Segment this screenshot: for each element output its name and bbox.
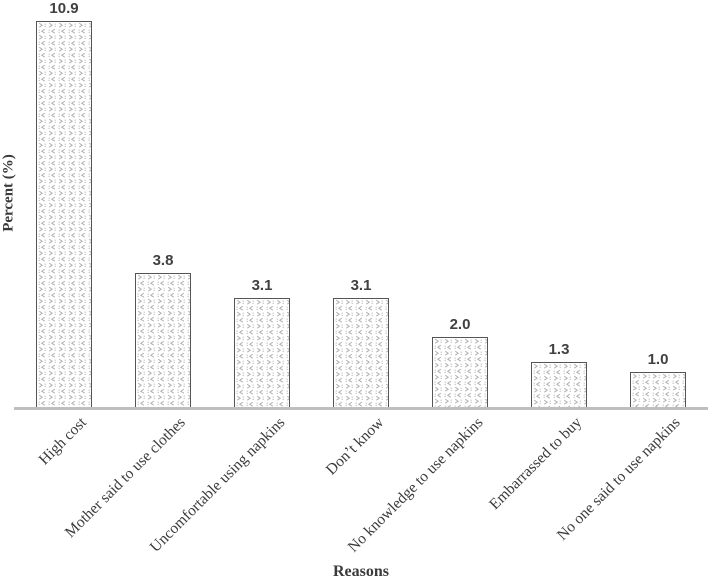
bar-pattern-fill (136, 274, 190, 407)
bar (36, 21, 92, 408)
bar-value-label: 10.9 (49, 0, 79, 17)
bar-value-label: 2.0 (449, 316, 471, 333)
bar-value-label: 1.0 (647, 351, 669, 368)
bar-value-label: 3.1 (350, 277, 372, 294)
x-tick-label: High cost (35, 414, 91, 469)
bar (333, 298, 389, 408)
bar-value-label: 3.1 (251, 277, 273, 294)
bar-pattern-fill (37, 22, 91, 407)
bar-pattern-fill (631, 373, 685, 407)
x-axis-line (14, 407, 708, 410)
bar-value-label: 1.3 (548, 341, 570, 358)
bar-pattern-fill (532, 363, 586, 407)
x-tick-label: Embarrassed to buy (485, 414, 586, 514)
bar (531, 362, 587, 408)
bar-pattern-fill (235, 299, 289, 407)
bar (234, 298, 290, 408)
y-axis-title: Percent (%) (0, 154, 17, 232)
bar-value-label: 3.8 (152, 252, 174, 269)
bar (135, 273, 191, 408)
bar-pattern-fill (334, 299, 388, 407)
bar (630, 372, 686, 408)
x-axis-title: Reasons (332, 563, 389, 580)
bar (432, 337, 488, 408)
bar-pattern-fill (433, 338, 487, 407)
x-tick-label: Don’t know (322, 414, 388, 479)
